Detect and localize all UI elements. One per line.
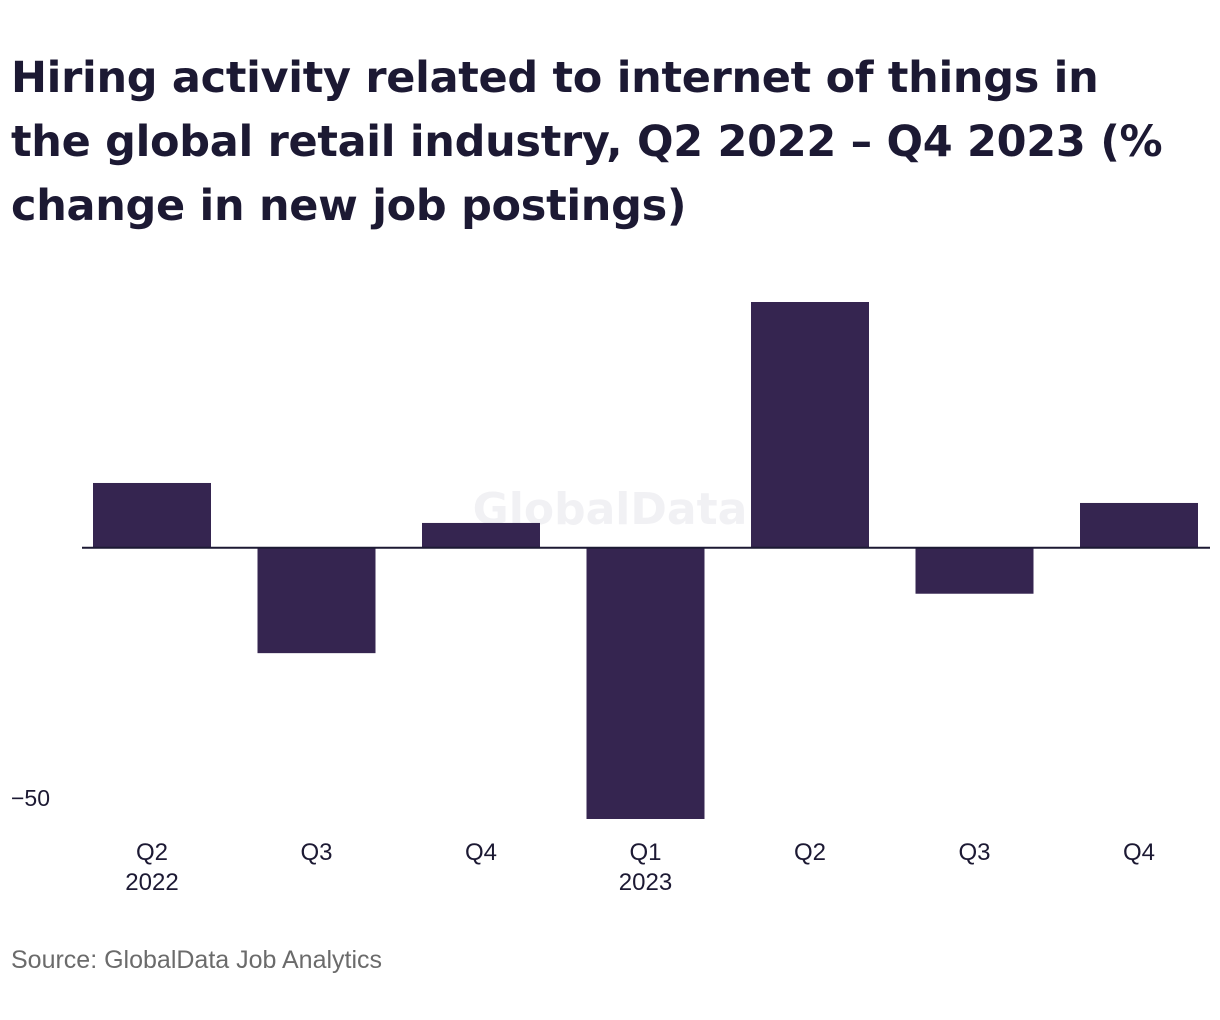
- chart-title: Hiring activity related to internet of t…: [11, 53, 1163, 231]
- bar-5: [751, 302, 869, 548]
- x-tick-year-label-1: 2022: [125, 869, 178, 896]
- x-tick-label-5: Q2: [794, 839, 826, 866]
- bar-7: [1080, 502, 1198, 548]
- x-tick-label-3: Q4: [465, 839, 497, 866]
- x-tick-label-7: Q4: [1123, 839, 1155, 866]
- bar-4: [586, 547, 705, 819]
- bars-group: [93, 302, 1198, 819]
- bar-3: [422, 522, 540, 548]
- y-axis-ticks: −50: [11, 785, 50, 811]
- x-axis-ticks: Q2 2022 Q3 Q4 Q1 2023 Q2 Q3 Q4: [125, 839, 1155, 896]
- x-tick-label-2: Q3: [300, 839, 332, 866]
- bar-1: [93, 482, 211, 548]
- x-tick-label-4: Q1: [629, 839, 661, 866]
- x-tick-label-6: Q3: [958, 839, 990, 866]
- x-tick-year-label-4: 2023: [619, 869, 672, 896]
- y-tick-label-1: −50: [11, 785, 50, 811]
- source-note: Source: GlobalData Job Analytics: [11, 946, 383, 974]
- x-tick-label-1: Q2: [136, 839, 168, 866]
- bar-6: [915, 547, 1034, 594]
- bar-2: [257, 547, 376, 654]
